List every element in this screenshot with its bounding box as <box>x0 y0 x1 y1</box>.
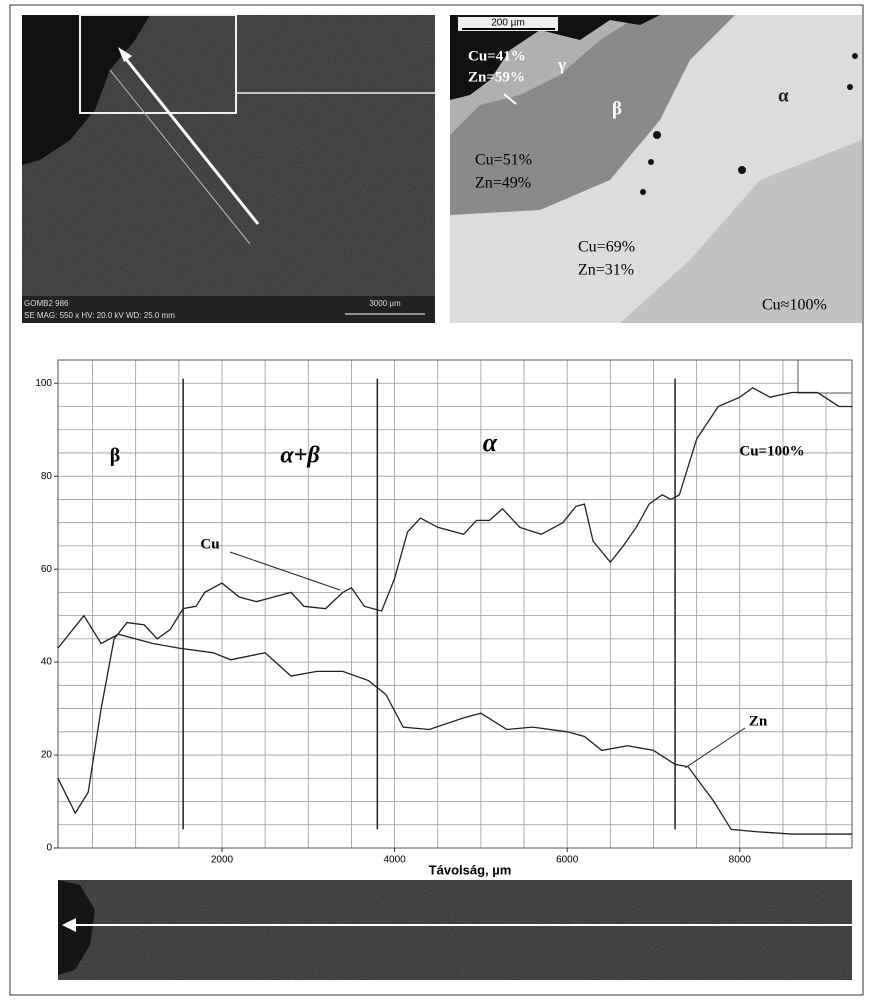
overview-image: GOMB2 986 SE MAG: 550 x HV: 20.0 kV WD: … <box>22 14 435 323</box>
beta-cu: Cu=51% <box>475 152 532 169</box>
series-line <box>57 614 852 835</box>
gamma-zn: Zn=59% <box>468 69 525 85</box>
sample-label: GOMB2 986 <box>24 299 69 308</box>
leader-line <box>684 727 746 769</box>
frame <box>9 4 864 996</box>
plot-frame <box>57 359 853 849</box>
y-tick-label: 20 <box>41 750 53 761</box>
series-line <box>57 387 852 815</box>
scale-label: 200 µm <box>491 18 525 29</box>
phase-label: α <box>483 428 498 457</box>
gamma-cu: Cu=41% <box>468 48 526 64</box>
gamma-label: γ <box>557 55 566 74</box>
y-tick-label: 100 <box>35 378 52 389</box>
x-tick-label: 8000 <box>729 855 752 866</box>
scale-label: 3000 µm <box>369 299 401 308</box>
beta-label: β <box>612 98 622 119</box>
series-label: Zn <box>749 713 768 729</box>
corner-box <box>797 359 853 394</box>
x-tick-label: 2000 <box>211 855 234 866</box>
leader-line <box>229 551 341 591</box>
instrument-info: SE MAG: 550 x HV: 20.0 kV WD: 25.0 mm <box>24 311 175 320</box>
phase-label: β <box>110 445 121 467</box>
detail-image: 200 µm Cu=41% Zn=59% γ β α Cu=51% Zn=49%… <box>450 15 862 323</box>
alpha-cu: Cu=69% <box>578 239 635 256</box>
alpha-label: α <box>778 85 789 106</box>
line-scan-image <box>58 880 852 980</box>
y-tick-label: 80 <box>41 471 53 482</box>
x-axis-label: Távolság, µm <box>429 862 512 877</box>
y-tick-label: 0 <box>46 843 52 854</box>
y-tick-label: 60 <box>41 564 53 575</box>
copper-label: Cu≈100% <box>762 297 827 314</box>
y-tick-label: 40 <box>41 657 53 668</box>
x-tick-label: 4000 <box>383 855 406 866</box>
beta-zn: Zn=49% <box>475 175 531 192</box>
phase-label: Cu=100% <box>739 443 804 459</box>
x-tick-label: 6000 <box>556 855 579 866</box>
phase-label: α+β <box>280 443 320 469</box>
alpha-zn: Zn=31% <box>578 262 634 279</box>
series-label: Cu <box>200 536 219 552</box>
chart: 0 20 40 60 80 100 2000 4000 6000 8000 Távolság, µm… <box>35 359 853 877</box>
